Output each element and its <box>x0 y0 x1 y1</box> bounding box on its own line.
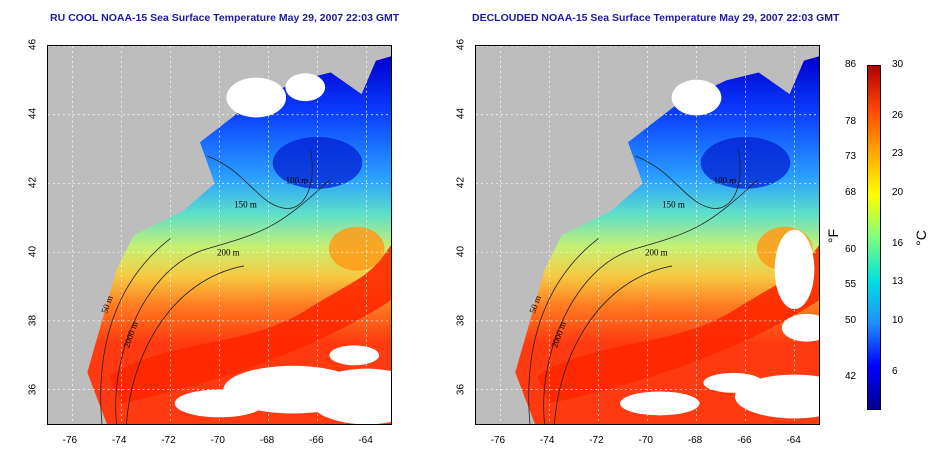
celsius-tick-label: 16 <box>892 237 904 249</box>
contour-100m <box>207 149 313 209</box>
cold-water-pool <box>272 136 363 189</box>
latitude-tick-label: 38 <box>455 315 467 327</box>
cloud-patch <box>174 389 265 418</box>
nova-scotia <box>740 59 805 95</box>
cloud-patch <box>619 391 700 416</box>
contour-100m <box>635 149 741 209</box>
contour-2000m <box>554 265 673 424</box>
celsius-tick-label: 20 <box>892 186 904 198</box>
latitude-tick-label: 42 <box>455 177 467 189</box>
gulf-stream <box>537 245 819 404</box>
longitude-tick-label: -76 <box>490 435 506 446</box>
cloud-patch <box>285 73 326 102</box>
land-mass <box>48 46 391 424</box>
fahrenheit-tick-label: 68 <box>845 186 857 198</box>
fahrenheit-tick-label: 42 <box>845 371 857 383</box>
longitude-tick-label: -76 <box>62 435 78 446</box>
longitude-tick-label: -70 <box>210 435 225 446</box>
longitude-tick-label: -74 <box>539 435 555 446</box>
cloud-patch <box>703 372 764 393</box>
fahrenheit-tick-label: 55 <box>845 279 857 291</box>
cloud-patch <box>329 345 380 366</box>
fahrenheit-tick-label: 73 <box>845 151 857 163</box>
cloud-patch <box>226 77 287 118</box>
longitude-tick-label: -72 <box>161 435 176 446</box>
fahrenheit-tick-label: 60 <box>845 243 857 255</box>
contour-label: 150 m <box>234 200 257 210</box>
longitude-tick-label: -68 <box>687 435 703 446</box>
contour-50m <box>528 238 599 424</box>
contour-50m <box>100 238 171 424</box>
celsius-tick-label: 6 <box>892 365 898 377</box>
celsius-tick-label: 23 <box>892 148 904 160</box>
longitude-tick-label: -64 <box>786 435 801 446</box>
latitude-tick-label: 42 <box>27 177 39 189</box>
contour-2000m <box>126 265 245 424</box>
longitude-tick-label: -74 <box>111 435 127 446</box>
nova-scotia <box>312 59 377 95</box>
celsius-unit-label: °C <box>912 230 929 246</box>
right-map-title: DECLOUDED NOAA-15 Sea Surface Temperatur… <box>472 12 840 24</box>
celsius-tick-label: 10 <box>892 314 904 326</box>
contour-label: 200 m <box>645 248 668 258</box>
declouded-sst-map: 200 m 100 m 50 m 2000 m 150 m <box>475 45 820 425</box>
latitude-tick-label: 36 <box>455 384 467 396</box>
contour-200m <box>543 179 759 424</box>
contour-200m <box>115 179 331 424</box>
longitude-tick-label: -66 <box>737 435 752 446</box>
cloud-patch <box>774 229 815 310</box>
celsius-tick-label: 26 <box>892 110 904 122</box>
gulf-stream <box>109 245 391 404</box>
raw-sst-map: 200 m 100 m 50 m 2000 m 150 m <box>47 45 392 425</box>
latitude-tick-label: 40 <box>27 246 39 258</box>
latitude-tick-label: 46 <box>455 38 467 51</box>
latitude-tick-label: 46 <box>27 38 39 51</box>
cloud-patch <box>306 368 391 424</box>
left-map-title: RU COOL NOAA-15 Sea Surface Temperature … <box>50 12 400 24</box>
fahrenheit-tick-label: 86 <box>845 59 857 70</box>
contour-label: 100 m <box>714 175 737 185</box>
longitude-tick-label: -66 <box>309 435 324 446</box>
cold-water-pool <box>700 136 791 189</box>
latitude-tick-label: 44 <box>27 108 39 120</box>
celsius-tick-label: 30 <box>892 59 904 70</box>
fahrenheit-unit-label: °F <box>825 228 842 244</box>
longitude-tick-label: -64 <box>358 435 373 446</box>
longitude-tick-label: -70 <box>638 435 653 446</box>
fahrenheit-tick-label: 50 <box>845 314 857 326</box>
longitude-tick-label: -68 <box>259 435 275 446</box>
celsius-tick-label: 13 <box>892 276 904 288</box>
fahrenheit-tick-label: 78 <box>845 115 857 127</box>
longitude-tick-label: -72 <box>589 435 604 446</box>
contour-label: 200 m <box>217 248 240 258</box>
latitude-tick-label: 40 <box>455 246 467 258</box>
latitude-tick-label: 44 <box>455 108 467 120</box>
latitude-tick-label: 36 <box>27 384 39 396</box>
temperature-colorbar <box>867 65 881 410</box>
land-mass <box>476 46 819 424</box>
contour-label: 150 m <box>662 200 685 210</box>
warm-core-ring <box>328 226 385 271</box>
contour-label: 100 m <box>286 175 309 185</box>
latitude-tick-label: 38 <box>27 315 39 327</box>
